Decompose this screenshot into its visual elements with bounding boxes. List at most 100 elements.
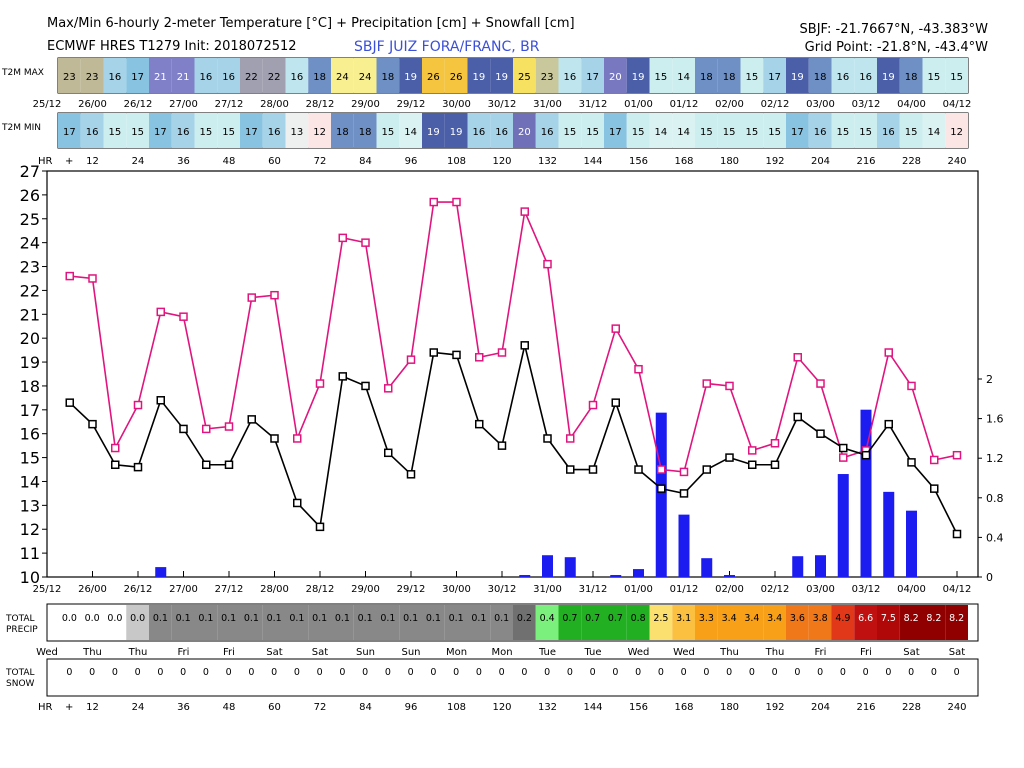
t2m-max-value: 18 (700, 72, 713, 83)
series-point-min (88, 419, 97, 429)
temp-y-tick-label: 21 (20, 305, 40, 324)
hour-tick-top: 120 (492, 156, 511, 167)
t2m-min-value: 15 (905, 127, 918, 138)
hour-tick-bottom: 84 (359, 702, 372, 713)
total-precip-value: 0.1 (244, 613, 259, 624)
t2m-min-cell (353, 113, 377, 148)
t2m-max-value: 17 (131, 72, 144, 83)
t2m-max-cell (626, 58, 650, 93)
series-point-max (224, 422, 234, 431)
t2m-max-cell (831, 58, 855, 93)
hour-tick-bottom: 132 (538, 702, 557, 713)
t2m-max-cell (422, 58, 445, 93)
total-precip-value: 3.4 (722, 613, 737, 624)
total-precip-value: 0.1 (358, 613, 373, 624)
t2m-max-cell (353, 58, 377, 93)
total-snow-value: 0 (499, 667, 505, 678)
total-precip-cell (945, 605, 968, 640)
series-point-max (452, 197, 461, 207)
temp-y-tick-label: 27 (20, 162, 40, 181)
t2m-min-cell (899, 113, 923, 148)
temp-y-tick-label: 18 (20, 377, 40, 396)
t2m-max-cell (171, 58, 195, 93)
date-tick-top: 28/00 (260, 99, 289, 110)
total-snow-value: 0 (885, 667, 891, 678)
t2m-max-row: 23 23 16 17 21 21 16 16 22 22 16 18 24 24 18 19 26 26 19 19… (58, 58, 968, 93)
hour-tick-top: 216 (856, 156, 875, 167)
series-point-max (952, 450, 962, 460)
t2m-max-value: 22 (245, 72, 258, 83)
date-tick-bottom: 26/12 (124, 584, 153, 595)
t2m-max-cell (262, 58, 286, 93)
series-point-min (65, 398, 74, 407)
t2m-min-value: 15 (768, 127, 781, 138)
precip-y-tick-label: 1.2 (986, 452, 1004, 465)
t2m-min-value: 16 (882, 127, 895, 138)
station-name: SBJF JUIZ FORA/FRANC, BR (354, 39, 540, 55)
total-precip-cell (149, 605, 172, 640)
total-snow-value: 0 (112, 667, 118, 678)
t2m-min-value: 17 (154, 127, 167, 138)
total-snow-value: 0 (317, 667, 323, 678)
hour-tick-bottom: 168 (674, 702, 693, 713)
precip-y-tick-label: 0 (986, 571, 993, 584)
series-point-max (748, 446, 757, 455)
hour-tick-top: 48 (223, 156, 236, 167)
t2m-max-cell (490, 58, 513, 93)
t2m-min-value: 14 (928, 127, 941, 138)
total-precip-value: 8.2 (949, 613, 964, 624)
total-precip-cell (672, 605, 695, 640)
total-snow-value: 0 (931, 667, 937, 678)
hour-tick-top: 192 (765, 156, 784, 167)
series-point-max (88, 274, 97, 283)
total-precip-value: 3.4 (744, 613, 759, 624)
total-precip-cell (808, 605, 832, 640)
date-tick-bottom: 31/12 (579, 584, 608, 595)
total-snow-value: 0 (271, 667, 277, 678)
date-tick-bottom: 30/12 (488, 584, 517, 595)
t2m-max-cell (513, 58, 536, 93)
t2m-max-value: 23 (63, 72, 76, 83)
t2m-max-value: 23 (541, 72, 554, 83)
total-snow-value: 0 (135, 667, 141, 678)
t2m-min-cell (399, 113, 422, 148)
total-precip-label-1: TOTAL (5, 614, 35, 624)
precip-bar (883, 491, 895, 577)
series-point-min (133, 462, 143, 472)
date-tick-top: 27/00 (169, 99, 198, 110)
t2m-max-value: 26 (427, 72, 440, 83)
date-tick-top: 31/12 (579, 99, 608, 110)
series-point-min (406, 470, 416, 479)
hour-tick-top: 132 (538, 156, 557, 167)
series-point-max (634, 364, 643, 374)
total-precip-cell (899, 605, 923, 640)
hour-tick-top: 240 (947, 156, 966, 167)
weekday-label: Wed (673, 647, 695, 658)
total-precip-cell (649, 605, 673, 640)
total-precip-value: 0.1 (471, 613, 486, 624)
total-snow-value: 0 (635, 667, 641, 678)
t2m-max-value: 26 (450, 72, 463, 83)
series-point-min (770, 460, 780, 470)
t2m-max-cell (535, 58, 559, 93)
t2m-max-value: 14 (677, 72, 690, 83)
total-snow-value: 0 (544, 667, 550, 678)
t2m-max-label: T2M MAX (1, 68, 44, 78)
t2m-min-cell (831, 113, 855, 148)
t2m-max-cell (581, 58, 604, 93)
hour-tick-top: 156 (629, 156, 648, 167)
series-point-max (247, 293, 256, 302)
total-snow-value: 0 (476, 667, 482, 678)
series-point-max (133, 400, 143, 410)
weekday-label: Tue (583, 647, 601, 658)
weekday-label: Thu (765, 647, 785, 658)
t2m-max-cell (740, 58, 764, 93)
t2m-min-value: 15 (382, 127, 395, 138)
total-snow-value: 0 (749, 667, 755, 678)
t2m-min-cell (513, 113, 536, 148)
t2m-max-cell (899, 58, 923, 93)
total-precip-cell (376, 605, 400, 640)
total-precip-cell (467, 605, 491, 640)
total-snow-value: 0 (226, 667, 232, 678)
weekday-label: Sun (356, 647, 375, 658)
